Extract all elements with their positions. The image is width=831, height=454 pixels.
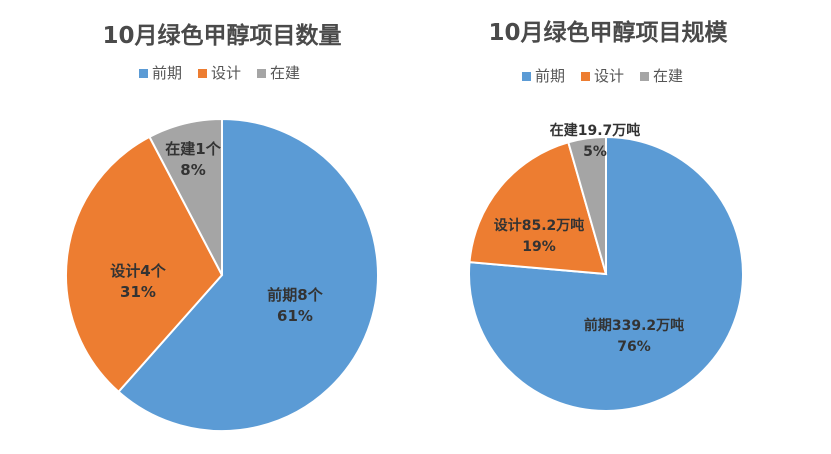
pie-slice-qianqi bbox=[468, 135, 744, 412]
slice-label: 前期339.2万吨 bbox=[584, 317, 684, 334]
pie-slice-qianqi bbox=[117, 117, 379, 432]
legend-item: 在建 bbox=[257, 64, 300, 82]
legend-item: 设计 bbox=[581, 67, 624, 85]
legend-label: 在建 bbox=[270, 64, 300, 82]
legend-label: 前期 bbox=[152, 64, 182, 82]
chart-legend: 前期 设计 在建 bbox=[139, 64, 300, 82]
pie-chart-count: 10月绿色甲醇项目数量 前期 设计 在建 前期8个 61% 设计4个 31% 在建1个 8% bbox=[65, 22, 379, 432]
legend-label: 前期 bbox=[535, 67, 565, 85]
pie-slice-sheji bbox=[468, 141, 608, 276]
slice-percent: 76% bbox=[617, 339, 651, 355]
slice-percent: 5% bbox=[583, 144, 607, 160]
slice-label: 在建1个 bbox=[165, 140, 221, 158]
slice-percent: 31% bbox=[120, 283, 156, 301]
pie-chart-scale: 10月绿色甲醇项目规模 前期 设计 在建 前期339.2万吨 76% 设计85.2万吨 1… bbox=[468, 19, 744, 412]
slice-percent: 61% bbox=[277, 307, 313, 325]
slice-label: 设计4个 bbox=[110, 262, 166, 280]
slice-label: 在建19.7万吨 bbox=[550, 122, 641, 139]
slice-percent: 8% bbox=[180, 161, 205, 179]
legend-item: 前期 bbox=[522, 67, 565, 85]
legend-swatch bbox=[139, 69, 148, 78]
legend-swatch bbox=[640, 72, 649, 81]
slice-label: 前期8个 bbox=[267, 286, 323, 304]
slice-labels: 前期8个 61% 设计4个 31% 在建1个 8% bbox=[110, 140, 323, 325]
legend-swatch bbox=[257, 69, 266, 78]
chart-title: 10月绿色甲醇项目数量 bbox=[102, 22, 341, 49]
pie-slice-zaijian bbox=[148, 117, 223, 276]
pie-slices bbox=[468, 135, 744, 412]
legend-label: 在建 bbox=[653, 67, 683, 85]
legend-label: 设计 bbox=[594, 67, 624, 85]
legend-swatch bbox=[522, 72, 531, 81]
legend-swatch bbox=[198, 69, 207, 78]
pie-slice-sheji bbox=[65, 135, 224, 394]
slice-labels: 前期339.2万吨 76% 设计85.2万吨 19% 在建19.7万吨 5% bbox=[494, 122, 684, 355]
slice-percent: 19% bbox=[522, 239, 556, 255]
legend-item: 设计 bbox=[198, 64, 241, 82]
legend-item: 在建 bbox=[640, 67, 683, 85]
pie-slices bbox=[65, 117, 379, 432]
chart-legend: 前期 设计 在建 bbox=[522, 67, 683, 85]
pie-slice-zaijian bbox=[567, 135, 607, 275]
slice-label: 设计85.2万吨 bbox=[494, 217, 585, 234]
legend-label: 设计 bbox=[211, 64, 241, 82]
legend-item: 前期 bbox=[139, 64, 182, 82]
chart-title: 10月绿色甲醇项目规模 bbox=[488, 19, 728, 46]
legend-swatch bbox=[581, 72, 590, 81]
